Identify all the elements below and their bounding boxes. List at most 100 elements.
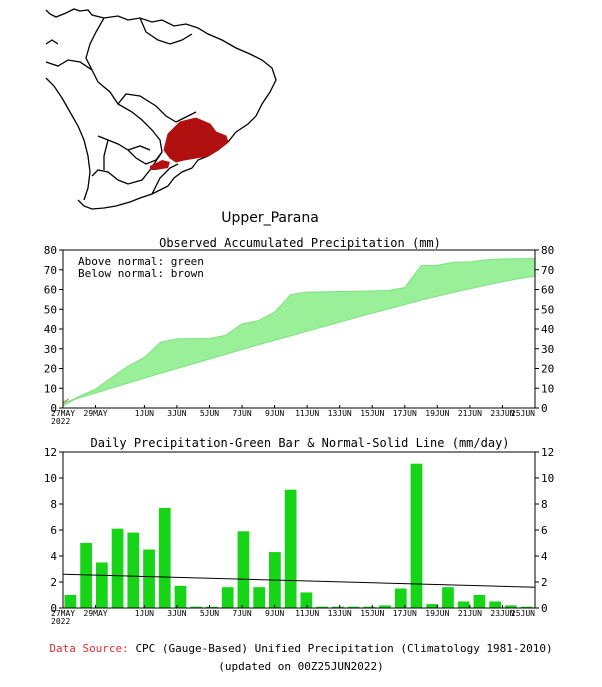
daily-bar: [473, 595, 486, 608]
daily-bar: [520, 606, 533, 608]
x-tick-label: 23JUN: [490, 609, 514, 618]
x-tick-label: 1JUN: [135, 409, 154, 418]
daily-bar: [158, 507, 171, 608]
daily-bar: [505, 605, 517, 608]
daily-bar: [331, 606, 344, 608]
year-label: 2022: [51, 417, 70, 426]
year-label: 2022: [51, 617, 70, 626]
x-tick-label: 27MAY: [51, 609, 75, 618]
daily-chart: Daily Precipitation-Green Bar & Normal-S…: [44, 436, 555, 626]
y-tick-label-right: 70: [541, 264, 554, 277]
x-tick-label: 19JUN: [425, 609, 449, 618]
y-tick-label-left: 50: [44, 303, 57, 316]
y-tick-label-right: 50: [541, 303, 554, 316]
data-source-text: CPC (Gauge-Based) Unified Precipitation …: [135, 642, 553, 655]
y-tick-label-left: 12: [44, 446, 57, 459]
daily-bar: [127, 532, 140, 608]
y-tick-label-left: 10: [44, 472, 57, 485]
y-tick-label-right: 30: [541, 343, 554, 356]
daily-bar: [442, 587, 454, 608]
above-normal-area: [63, 258, 535, 407]
daily-bar: [253, 587, 266, 608]
y-tick-label-right: 8: [541, 498, 548, 511]
x-tick-label: 13JUN: [328, 409, 352, 418]
daily-bar: [237, 531, 250, 608]
x-tick-label: 13JUN: [328, 609, 352, 618]
daily-bar: [363, 606, 376, 608]
x-tick-label: 11JUN: [295, 609, 319, 618]
daily-bar: [426, 604, 439, 608]
x-tick-label: 3JUN: [167, 409, 186, 418]
y-tick-label-left: 4: [50, 550, 57, 563]
daily-bar: [80, 543, 92, 608]
accumulated-chart-title: Observed Accumulated Precipitation (mm): [159, 236, 441, 250]
daily-bar: [394, 588, 407, 608]
y-tick-label-right: 0: [541, 402, 548, 415]
y-tick-label-left: 30: [44, 343, 57, 356]
x-tick-label: 25JUN: [511, 409, 535, 418]
x-tick-label: 29MAY: [84, 609, 108, 618]
daily-bar: [457, 601, 470, 608]
x-tick-label: 21JUN: [458, 609, 482, 618]
legend-above: Above normal: green: [78, 255, 204, 268]
y-tick-label-left: 60: [44, 284, 57, 297]
x-tick-label: 1JUN: [135, 609, 154, 618]
accumulated-chart: Observed Accumulated Precipitation (mm) …: [44, 236, 555, 426]
daily-bar: [410, 463, 423, 608]
y-tick-label-left: 6: [50, 524, 57, 537]
data-source-line: Data Source: CPC (Gauge-Based) Unified P…: [0, 642, 602, 655]
daily-bar: [206, 606, 218, 608]
x-tick-label: 23JUN: [490, 409, 514, 418]
data-source-label: Data Source:: [49, 642, 129, 655]
x-tick-label: 25JUN: [511, 609, 535, 618]
y-tick-label-left: 10: [44, 382, 57, 395]
daily-bar: [489, 601, 502, 608]
y-tick-label-right: 20: [541, 363, 554, 376]
y-tick-label-right: 60: [541, 284, 554, 297]
x-tick-label: 15JUN: [360, 609, 384, 618]
daily-bar: [111, 528, 124, 608]
daily-bar: [64, 595, 77, 608]
x-tick-label: 17JUN: [393, 609, 417, 618]
daily-bar: [190, 606, 203, 608]
daily-bar: [316, 606, 328, 608]
map-outline: [45, 8, 277, 210]
y-tick-label-right: 0: [541, 602, 548, 615]
y-tick-label-right: 80: [541, 244, 554, 257]
y-tick-label-right: 4: [541, 550, 548, 563]
below-normal-segment: [62, 398, 69, 404]
y-tick-label-left: 0: [50, 402, 57, 415]
x-tick-label: 5JUN: [200, 609, 219, 618]
y-tick-label-right: 40: [541, 323, 554, 336]
y-tick-label-left: 0: [50, 602, 57, 615]
daily-normal-line: [62, 573, 536, 588]
normal-line: [62, 275, 536, 404]
x-tick-label: 17JUN: [393, 409, 417, 418]
x-tick-label: 19JUN: [425, 409, 449, 418]
daily-chart-title: Daily Precipitation-Green Bar & Normal-S…: [90, 436, 509, 450]
daily-bar: [347, 606, 360, 608]
x-tick-label: 9JUN: [265, 609, 284, 618]
x-tick-label: 7JUN: [232, 409, 251, 418]
legend-below: Below normal: brown: [78, 267, 204, 280]
y-tick-label-left: 40: [44, 323, 57, 336]
x-tick-label: 21JUN: [458, 409, 482, 418]
region-map: Upper_Parana: [45, 8, 319, 226]
x-tick-label: 27MAY: [51, 409, 75, 418]
region-shape: [163, 117, 229, 163]
daily-bar: [284, 489, 297, 608]
daily-bar: [379, 605, 391, 608]
y-tick-label-left: 80: [44, 244, 57, 257]
x-tick-label: 15JUN: [360, 409, 384, 418]
x-tick-label: 5JUN: [200, 409, 219, 418]
y-tick-label-right: 6: [541, 524, 548, 537]
daily-bar: [174, 585, 187, 608]
observed-line: [62, 257, 536, 407]
y-tick-label-right: 10: [541, 382, 554, 395]
y-tick-label-left: 2: [50, 576, 57, 589]
daily-bar: [300, 592, 313, 608]
y-tick-label-left: 8: [50, 498, 57, 511]
y-tick-label-left: 70: [44, 264, 57, 277]
y-tick-label-right: 2: [541, 576, 548, 589]
daily-bar: [221, 587, 234, 608]
